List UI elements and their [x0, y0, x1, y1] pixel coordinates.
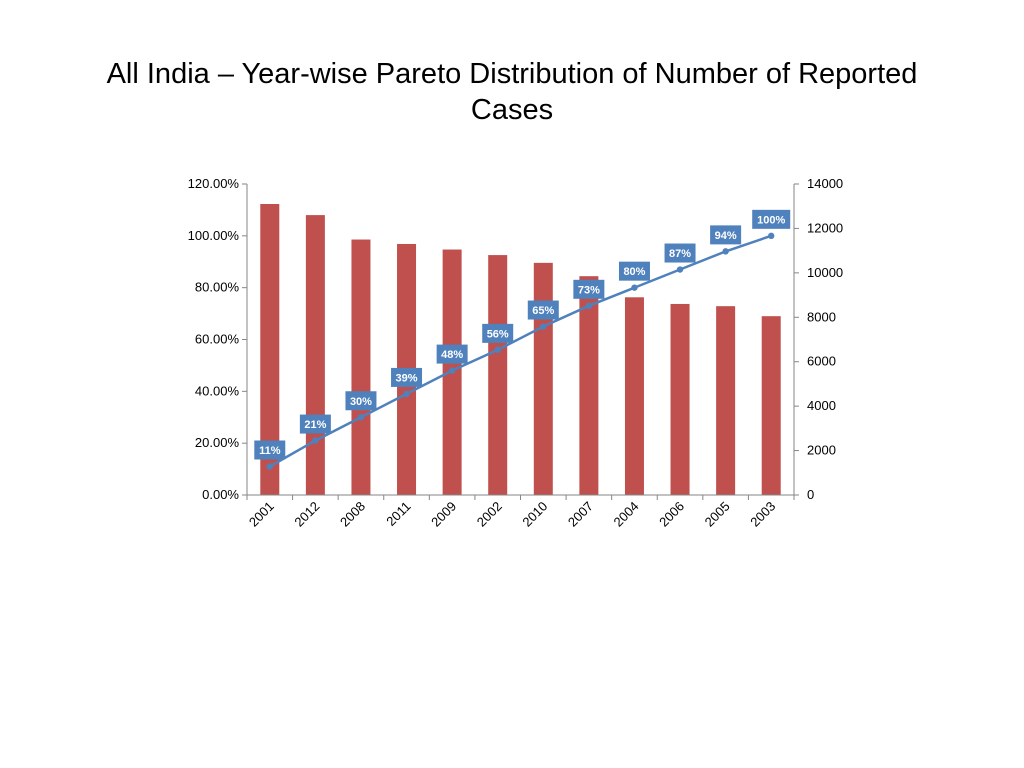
data-label-box: [345, 391, 377, 411]
bar-series: [260, 203, 781, 495]
line-point-2012: [312, 437, 319, 444]
data-label-box: [254, 440, 286, 460]
x-tick-label: 2012: [291, 499, 322, 530]
x-tick-label: 2003: [747, 499, 778, 530]
data-label: 73%: [578, 284, 600, 296]
x-tick-label: 2005: [702, 499, 733, 530]
x-tick-label: 2011: [383, 499, 413, 529]
right-tick-label: 2000: [807, 443, 836, 458]
cumulative-line: [269, 234, 772, 468]
data-label-box: [710, 225, 742, 245]
slide-title-line-1: All India – Year-wise Pareto Distributio…: [106, 58, 918, 90]
data-label: 100%: [757, 214, 785, 226]
x-tick-label: 2001: [246, 499, 277, 530]
data-label-box: [664, 243, 696, 263]
bar-2008: [351, 239, 371, 495]
data-label: 94%: [715, 230, 737, 242]
data-label-box: [391, 367, 423, 387]
left-tick-label: 20.00%: [195, 435, 240, 450]
bar-2012: [305, 215, 325, 495]
x-tick-label: 2009: [428, 499, 459, 530]
line-point-2007: [585, 302, 593, 310]
line-point-2002: [494, 346, 501, 354]
right-tick-label: 0: [807, 487, 814, 502]
left-tick-label: 40.00%: [195, 383, 240, 398]
left-tick-label: 0.00%: [202, 487, 239, 502]
right-tick-label: 14000: [807, 176, 843, 191]
bar-2003: [761, 316, 781, 495]
right-tick-label: 6000: [807, 354, 836, 369]
x-tick-label: 2006: [656, 499, 687, 530]
right-tick-label: 8000: [807, 309, 836, 324]
x-tick-label: 2004: [611, 499, 642, 530]
data-label-box: [436, 344, 468, 364]
data-label-box: [482, 323, 514, 343]
data-label-box: [618, 261, 650, 281]
data-label: 56%: [487, 328, 509, 340]
line-point-2004: [631, 284, 638, 291]
line-point-2001: [266, 463, 273, 470]
right-tick-label: 4000: [807, 398, 836, 413]
line-point-2011: [403, 390, 410, 398]
bar-2007: [579, 276, 599, 495]
right-tick-label: 10000: [807, 265, 843, 280]
left-tick-label: 80.00%: [195, 280, 240, 295]
data-label: 30%: [350, 396, 372, 408]
data-label-box: [299, 414, 331, 434]
x-tick-label: 2007: [565, 499, 596, 530]
line-point-2003: [768, 232, 775, 240]
data-label: 48%: [441, 349, 463, 361]
left-tick-label: 120.00%: [188, 176, 240, 191]
x-tick-label: 2002: [474, 499, 505, 530]
bar-2006: [670, 303, 690, 495]
line-point-2010: [540, 323, 547, 330]
bar-2001: [260, 203, 280, 495]
data-label: 11%: [259, 445, 281, 457]
line-point-2005: [722, 248, 729, 255]
data-label-box: [527, 300, 559, 320]
data-label: 39%: [396, 372, 418, 384]
left-tick-label: 100.00%: [188, 228, 240, 243]
data-label: 65%: [532, 305, 554, 317]
cumulative-line-series: 11% 21% 30% 39% 48% 56% 65% 73% 80% 87% 94% 100%: [254, 209, 791, 470]
data-label: 87%: [669, 248, 691, 260]
x-tick-label: 2008: [337, 499, 368, 530]
bar-2002: [488, 255, 508, 495]
data-label: 80%: [623, 266, 645, 278]
bar-2010: [533, 262, 553, 495]
slide-title: All India – Year-wise Pareto Distributio…: [40, 56, 984, 128]
data-label-box: [573, 279, 605, 299]
bar-2005: [716, 306, 736, 495]
slide-title-line-2: Cases: [470, 94, 554, 126]
data-label: 21%: [304, 419, 326, 431]
x-tick-label: 2010: [519, 499, 550, 530]
left-tick-label: 60.00%: [195, 332, 240, 347]
bar-2004: [624, 297, 644, 495]
line-point-2008: [357, 414, 365, 421]
line-point-2006: [676, 266, 684, 273]
axes: 0.00% 20.00% 40.00% 60.00% 80.00% 100.00% 120.…: [188, 176, 843, 530]
data-label-box: [752, 209, 791, 229]
line-point-2009: [448, 367, 456, 374]
right-tick-label: 12000: [807, 220, 843, 235]
